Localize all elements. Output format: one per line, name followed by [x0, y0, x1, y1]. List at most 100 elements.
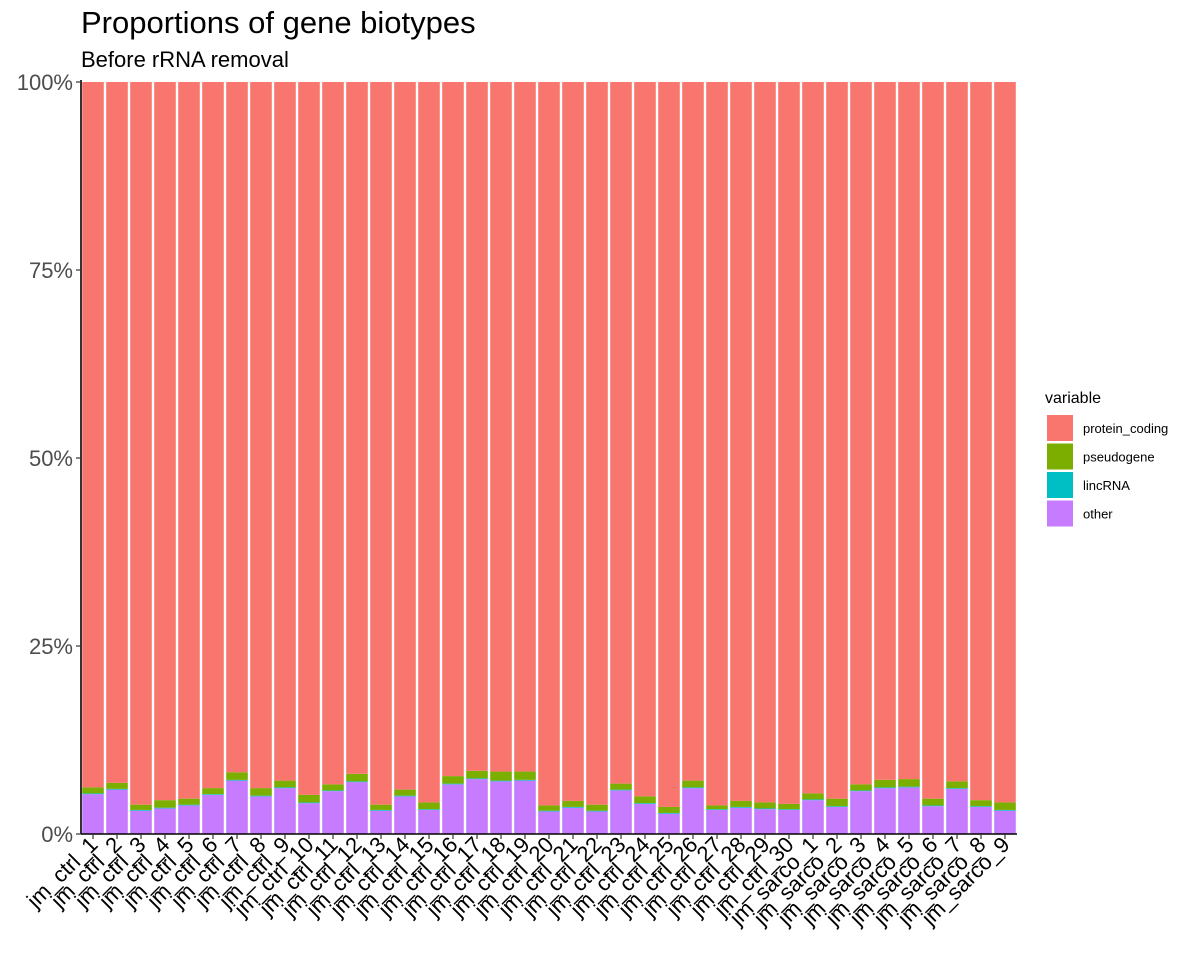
bar-protein_coding-jm_ctrl_7 [226, 82, 248, 773]
bar-protein_coding-jm_ctrl_1 [82, 82, 104, 788]
y-tick-label: 100% [17, 70, 73, 95]
bar-pseudogene-jm_ctrl_4 [154, 800, 176, 808]
bar-pseudogene-jm_ctrl_9 [274, 780, 296, 788]
bar-protein_coding-jm_ctrl_12 [346, 82, 368, 774]
bar-lincRNA-jm_ctrl_18 [490, 780, 512, 782]
bar-other-jm_ctrl_9 [274, 788, 296, 834]
bar-pseudogene-jm_sarco_9 [994, 802, 1016, 810]
legend-label-pseudogene: pseudogene [1083, 450, 1155, 465]
bar-lincRNA-jm_sarco_7 [946, 788, 968, 789]
bar-other-jm_sarco_7 [946, 788, 968, 834]
bar-lincRNA-jm_ctrl_26 [682, 787, 704, 789]
bar-lincRNA-jm_ctrl_12 [346, 781, 368, 783]
bar-pseudogene-jm_ctrl_15 [418, 802, 440, 810]
bar-lincRNA-jm_ctrl_19 [514, 779, 536, 781]
bar-pseudogene-jm_sarco_8 [970, 800, 992, 807]
legend-key-pseudogene [1047, 443, 1073, 470]
legend-key-lincRNA [1047, 472, 1073, 498]
bar-other-jm_ctrl_25 [658, 813, 680, 834]
bar-protein_coding-jm_ctrl_13 [370, 82, 392, 805]
bar-other-jm_ctrl_1 [82, 794, 104, 834]
x-axis: jm_ctrl_1jm_ctrl_2jm_ctrl_3jm_ctrl_4jm_c… [21, 832, 1017, 931]
y-tick-label: 50% [29, 446, 73, 471]
bar-pseudogene-jm_ctrl_27 [706, 805, 728, 810]
bar-lincRNA-jm_ctrl_14 [394, 795, 416, 797]
bar-lincRNA-jm_ctrl_7 [226, 779, 248, 781]
bar-pseudogene-jm_sarco_6 [922, 798, 944, 806]
bar-lincRNA-jm_ctrl_8 [250, 795, 272, 797]
legend: variable protein_coding pseudogene lincRNA… [1045, 390, 1168, 527]
bar-other-jm_ctrl_3 [130, 810, 152, 834]
bar-lincRNA-jm_sarco_9 [994, 809, 1016, 811]
bar-protein_coding-jm_sarco_8 [970, 82, 992, 801]
bar-pseudogene-jm_ctrl_8 [250, 788, 272, 796]
bar-protein_coding-jm_sarco_9 [994, 82, 1016, 803]
bar-other-jm_sarco_6 [922, 806, 944, 834]
bar-pseudogene-jm_ctrl_11 [322, 784, 344, 791]
bar-pseudogene-jm_ctrl_18 [490, 771, 512, 781]
bar-protein_coding-jm_ctrl_8 [250, 82, 272, 789]
bar-lincRNA-jm_ctrl_30 [778, 809, 800, 810]
bar-pseudogene-jm_ctrl_28 [730, 800, 752, 807]
bar-other-jm_ctrl_19 [514, 780, 536, 834]
bar-lincRNA-jm_sarco_4 [874, 787, 896, 789]
bar-protein_coding-jm_ctrl_3 [130, 82, 152, 805]
bar-lincRNA-jm_sarco_6 [922, 805, 944, 807]
bar-lincRNA-jm_sarco_5 [898, 786, 920, 788]
bar-pseudogene-jm_ctrl_26 [682, 780, 704, 788]
bar-pseudogene-jm_sarco_2 [826, 798, 848, 807]
bar-pseudogene-jm_ctrl_25 [658, 806, 680, 813]
bar-lincRNA-jm_ctrl_28 [730, 806, 752, 808]
bar-other-jm_sarco_2 [826, 806, 848, 834]
bar-pseudogene-jm_ctrl_17 [466, 770, 488, 779]
bar-other-jm_ctrl_13 [370, 810, 392, 834]
bar-protein_coding-jm_ctrl_20 [538, 82, 560, 806]
bar-protein_coding-jm_ctrl_16 [442, 82, 464, 777]
bar-other-jm_sarco_3 [850, 791, 872, 834]
bar-protein_coding-jm_ctrl_15 [418, 82, 440, 803]
bar-other-jm_ctrl_10 [298, 803, 320, 834]
legend-key-protein_coding [1047, 415, 1073, 441]
bar-lincRNA-jm_sarco_8 [970, 806, 992, 807]
bar-lincRNA-jm_ctrl_5 [178, 804, 200, 806]
bar-pseudogene-jm_sarco_7 [946, 781, 968, 789]
bar-protein_coding-jm_sarco_1 [802, 82, 824, 794]
bar-other-jm_sarco_1 [802, 800, 824, 834]
bar-lincRNA-jm_ctrl_23 [610, 789, 632, 791]
bar-pseudogene-jm_ctrl_21 [562, 800, 584, 807]
bar-other-jm_sarco_8 [970, 806, 992, 834]
bar-pseudogene-jm_ctrl_1 [82, 787, 104, 794]
bar-protein_coding-jm_sarco_2 [826, 82, 848, 799]
bar-other-jm_ctrl_5 [178, 805, 200, 834]
bar-other-jm_ctrl_18 [490, 781, 512, 834]
bar-lincRNA-jm_ctrl_11 [322, 790, 344, 792]
bar-protein_coding-jm_ctrl_19 [514, 82, 536, 772]
y-tick-label: 25% [29, 634, 73, 659]
bar-lincRNA-jm_ctrl_13 [370, 809, 392, 811]
bar-pseudogene-jm_ctrl_5 [178, 798, 200, 805]
legend-key-other [1047, 500, 1073, 527]
bar-lincRNA-jm_ctrl_2 [106, 788, 128, 790]
bar-other-jm_ctrl_30 [778, 809, 800, 834]
bar-pseudogene-jm_ctrl_22 [586, 804, 608, 811]
bar-protein_coding-jm_ctrl_21 [562, 82, 584, 801]
bar-other-jm_ctrl_7 [226, 780, 248, 834]
bar-other-jm_ctrl_16 [442, 784, 464, 834]
bar-other-jm_ctrl_26 [682, 788, 704, 834]
bar-protein_coding-jm_ctrl_30 [778, 82, 800, 804]
bar-lincRNA-jm_ctrl_15 [418, 809, 440, 810]
bar-other-jm_ctrl_8 [250, 796, 272, 834]
bar-other-jm_ctrl_21 [562, 807, 584, 834]
bar-lincRNA-jm_ctrl_1 [82, 793, 104, 795]
bar-protein_coding-jm_ctrl_26 [682, 82, 704, 781]
bar-other-jm_ctrl_11 [322, 791, 344, 834]
bar-other-jm_ctrl_6 [202, 794, 224, 834]
bars-group [82, 82, 1016, 834]
bar-pseudogene-jm_ctrl_14 [394, 789, 416, 796]
bar-pseudogene-jm_ctrl_30 [778, 803, 800, 810]
bar-other-jm_ctrl_23 [610, 790, 632, 834]
bar-protein_coding-jm_ctrl_14 [394, 82, 416, 790]
bar-pseudogene-jm_ctrl_20 [538, 805, 560, 811]
bar-other-jm_ctrl_15 [418, 809, 440, 834]
